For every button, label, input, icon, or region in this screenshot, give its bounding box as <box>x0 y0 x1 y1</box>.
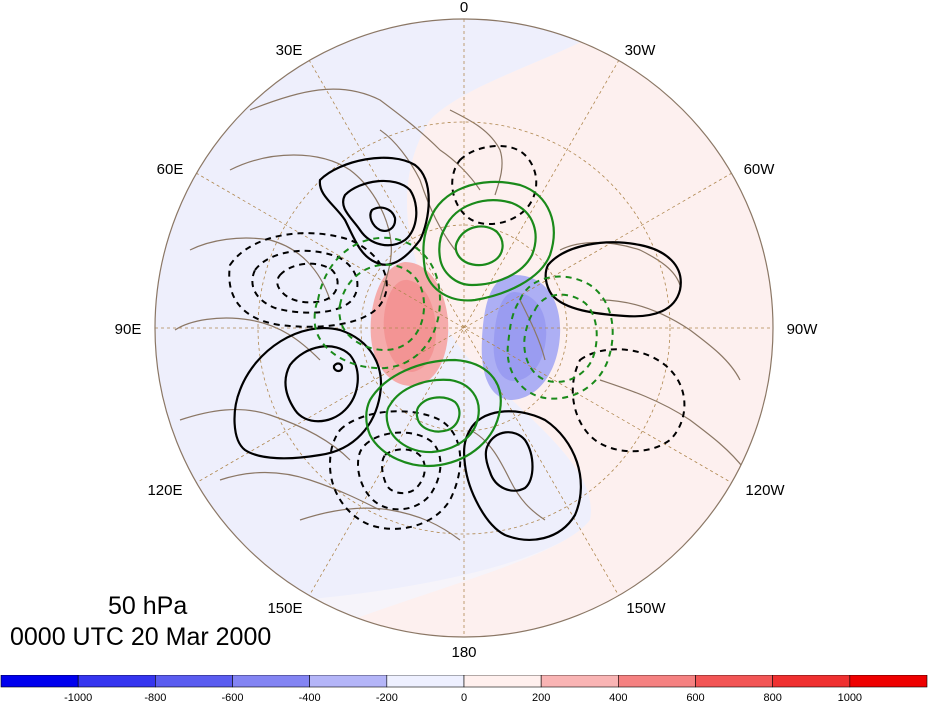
colorbar-label: 1000 <box>838 692 862 702</box>
colorbar-swatch <box>0 675 79 688</box>
lon-label-90e: 90E <box>115 321 142 338</box>
lon-label-60w: 60W <box>744 161 776 178</box>
contour-positive-8 <box>484 431 534 492</box>
graticule <box>155 19 773 637</box>
colorbar-swatch <box>232 675 310 688</box>
lon-label-120w: 120W <box>745 482 785 499</box>
colorbar-swatch <box>463 675 542 688</box>
colorbar-swatch <box>772 675 851 688</box>
lon-label-90w: 90W <box>787 321 819 338</box>
contour-negative-3 <box>251 249 359 314</box>
contour-positive-5 <box>284 345 359 423</box>
lon-label-180: 180 <box>451 644 476 661</box>
colorbar-swatch <box>618 675 696 688</box>
lon-label-150w: 150W <box>626 600 666 617</box>
wave-positive-1 <box>422 180 555 302</box>
contour-positive-1 <box>318 156 430 266</box>
wave-positive-5 <box>385 378 480 454</box>
colorbar-label: -600 <box>221 692 243 702</box>
colorbar-label: -200 <box>376 692 398 702</box>
contour-positive-4 <box>233 327 383 460</box>
contour-positive-3 <box>369 206 397 232</box>
colorbar-label: 200 <box>532 692 550 702</box>
contour-negative-6 <box>328 410 462 530</box>
colorbar-label: 0 <box>461 692 467 702</box>
colorbar-label: 800 <box>763 692 781 702</box>
colorbar-swatch <box>849 675 928 688</box>
contour-positive-2 <box>342 179 418 247</box>
wave-negative-2 <box>338 263 426 352</box>
wave-negative-4 <box>523 293 598 383</box>
colorbar-label: 400 <box>609 692 627 702</box>
pressure-level-title: 50 hPa <box>108 592 188 620</box>
coastlines <box>174 88 746 541</box>
contour-negative-7 <box>356 431 442 511</box>
colorbar-swatch <box>155 675 233 688</box>
colorbar-swatch <box>77 675 156 688</box>
contour-negative-4 <box>276 262 339 304</box>
lon-label-60e: 60E <box>157 161 184 178</box>
colorbar-swatch <box>695 675 773 688</box>
wave-negative-3 <box>506 275 614 400</box>
colorbar-label: 600 <box>686 692 704 702</box>
wave-positive-4 <box>365 358 502 468</box>
lon-label-0: 0 <box>460 0 468 16</box>
longitude-labels: 0 30W 60W 90W 120W 150W 180 150E 120E 90… <box>115 0 819 661</box>
lon-label-30w: 30W <box>625 42 657 59</box>
lon-label-120e: 120E <box>147 482 182 499</box>
colorbar-swatch <box>540 675 619 688</box>
datetime-title: 0000 UTC 20 Mar 2000 <box>10 623 272 651</box>
shading-negative-core <box>493 292 547 381</box>
colorbar-swatch <box>386 675 465 688</box>
colorbar-label: -800 <box>144 692 166 702</box>
wave-positive-3 <box>454 225 504 267</box>
colorbar-label: -400 <box>299 692 321 702</box>
colorbar-label: -1000 <box>64 692 92 702</box>
contour-positive-7 <box>462 410 582 541</box>
wave-positive-6 <box>415 396 461 433</box>
lon-label-30e: 30E <box>276 42 303 59</box>
wave-contours-positive <box>365 180 555 468</box>
globe-outline <box>154 18 774 638</box>
contours-negative <box>228 144 686 530</box>
colorbar: -1000 -800 -600 -400 -200 0 200 400 600 800 1000 <box>0 675 928 702</box>
contour-positive-6 <box>332 362 344 373</box>
wave-negative-1 <box>313 236 442 370</box>
wave-contours-negative <box>313 236 614 400</box>
wave-positive-2 <box>438 199 537 287</box>
contour-negative-2 <box>228 232 388 328</box>
contour-negative-5 <box>571 348 686 453</box>
lon-label-150e: 150E <box>267 600 302 617</box>
colorbar-swatch <box>309 675 388 688</box>
